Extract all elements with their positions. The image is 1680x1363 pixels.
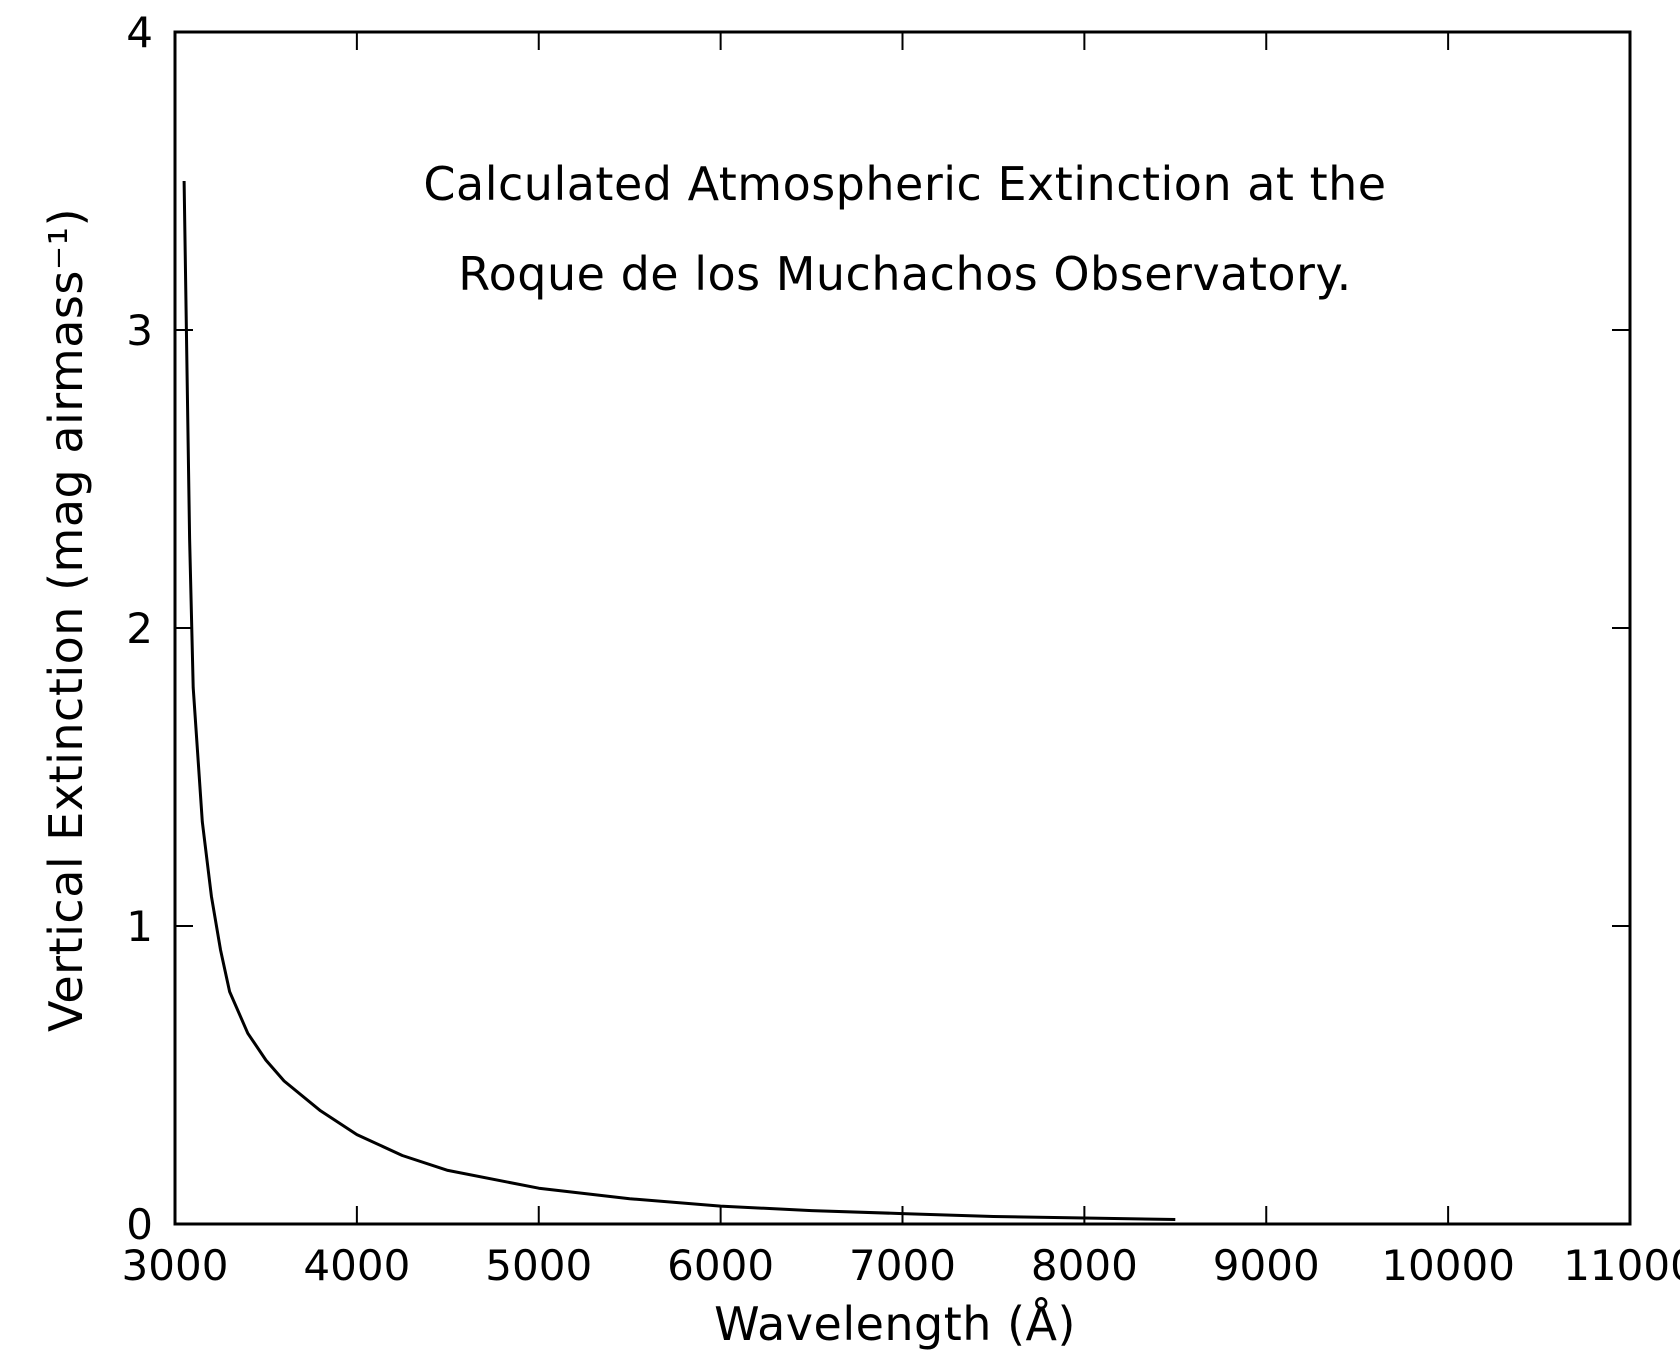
series-layer	[182, 180, 1176, 1221]
chart-title-line-1: Calculated Atmospheric Extinction at the	[423, 157, 1386, 211]
x-tick-label: 8000	[1031, 1241, 1138, 1290]
x-tick-label: 4000	[303, 1241, 410, 1290]
y-axis-ticks: 0 1 2 3 4	[126, 8, 1630, 1249]
x-tick-label: 9000	[1213, 1241, 1320, 1290]
x-axis-label: Wavelength (Å)	[714, 1297, 1076, 1351]
chart-title-line-2: Roque de los Muchachos Observatory.	[458, 247, 1351, 301]
extinction-curve	[182, 180, 1176, 1221]
y-tick-label: 0	[126, 1200, 153, 1249]
y-tick-label: 2	[126, 604, 153, 653]
x-tick-label: 3000	[122, 1241, 229, 1290]
x-tick-label: 7000	[849, 1241, 956, 1290]
y-tick-label: 4	[126, 8, 153, 57]
y-tick-label: 1	[126, 902, 153, 951]
y-axis-label: Vertical Extinction (mag airmass⁻¹)	[39, 208, 93, 1032]
x-tick-label: 10000	[1381, 1241, 1515, 1290]
x-tick-label: 5000	[485, 1241, 592, 1290]
x-tick-label: 6000	[667, 1241, 774, 1290]
y-tick-label: 3	[126, 306, 153, 355]
